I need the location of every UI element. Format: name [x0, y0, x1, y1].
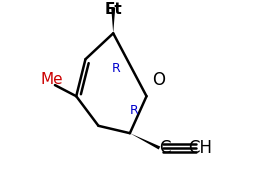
- Text: O: O: [152, 71, 165, 90]
- Text: CH: CH: [188, 139, 212, 157]
- Text: Et: Et: [104, 2, 122, 17]
- Polygon shape: [111, 7, 115, 33]
- Text: R: R: [130, 105, 139, 117]
- Polygon shape: [130, 133, 160, 149]
- Text: R: R: [112, 62, 120, 75]
- Text: C: C: [159, 139, 171, 157]
- Text: Me: Me: [41, 72, 63, 87]
